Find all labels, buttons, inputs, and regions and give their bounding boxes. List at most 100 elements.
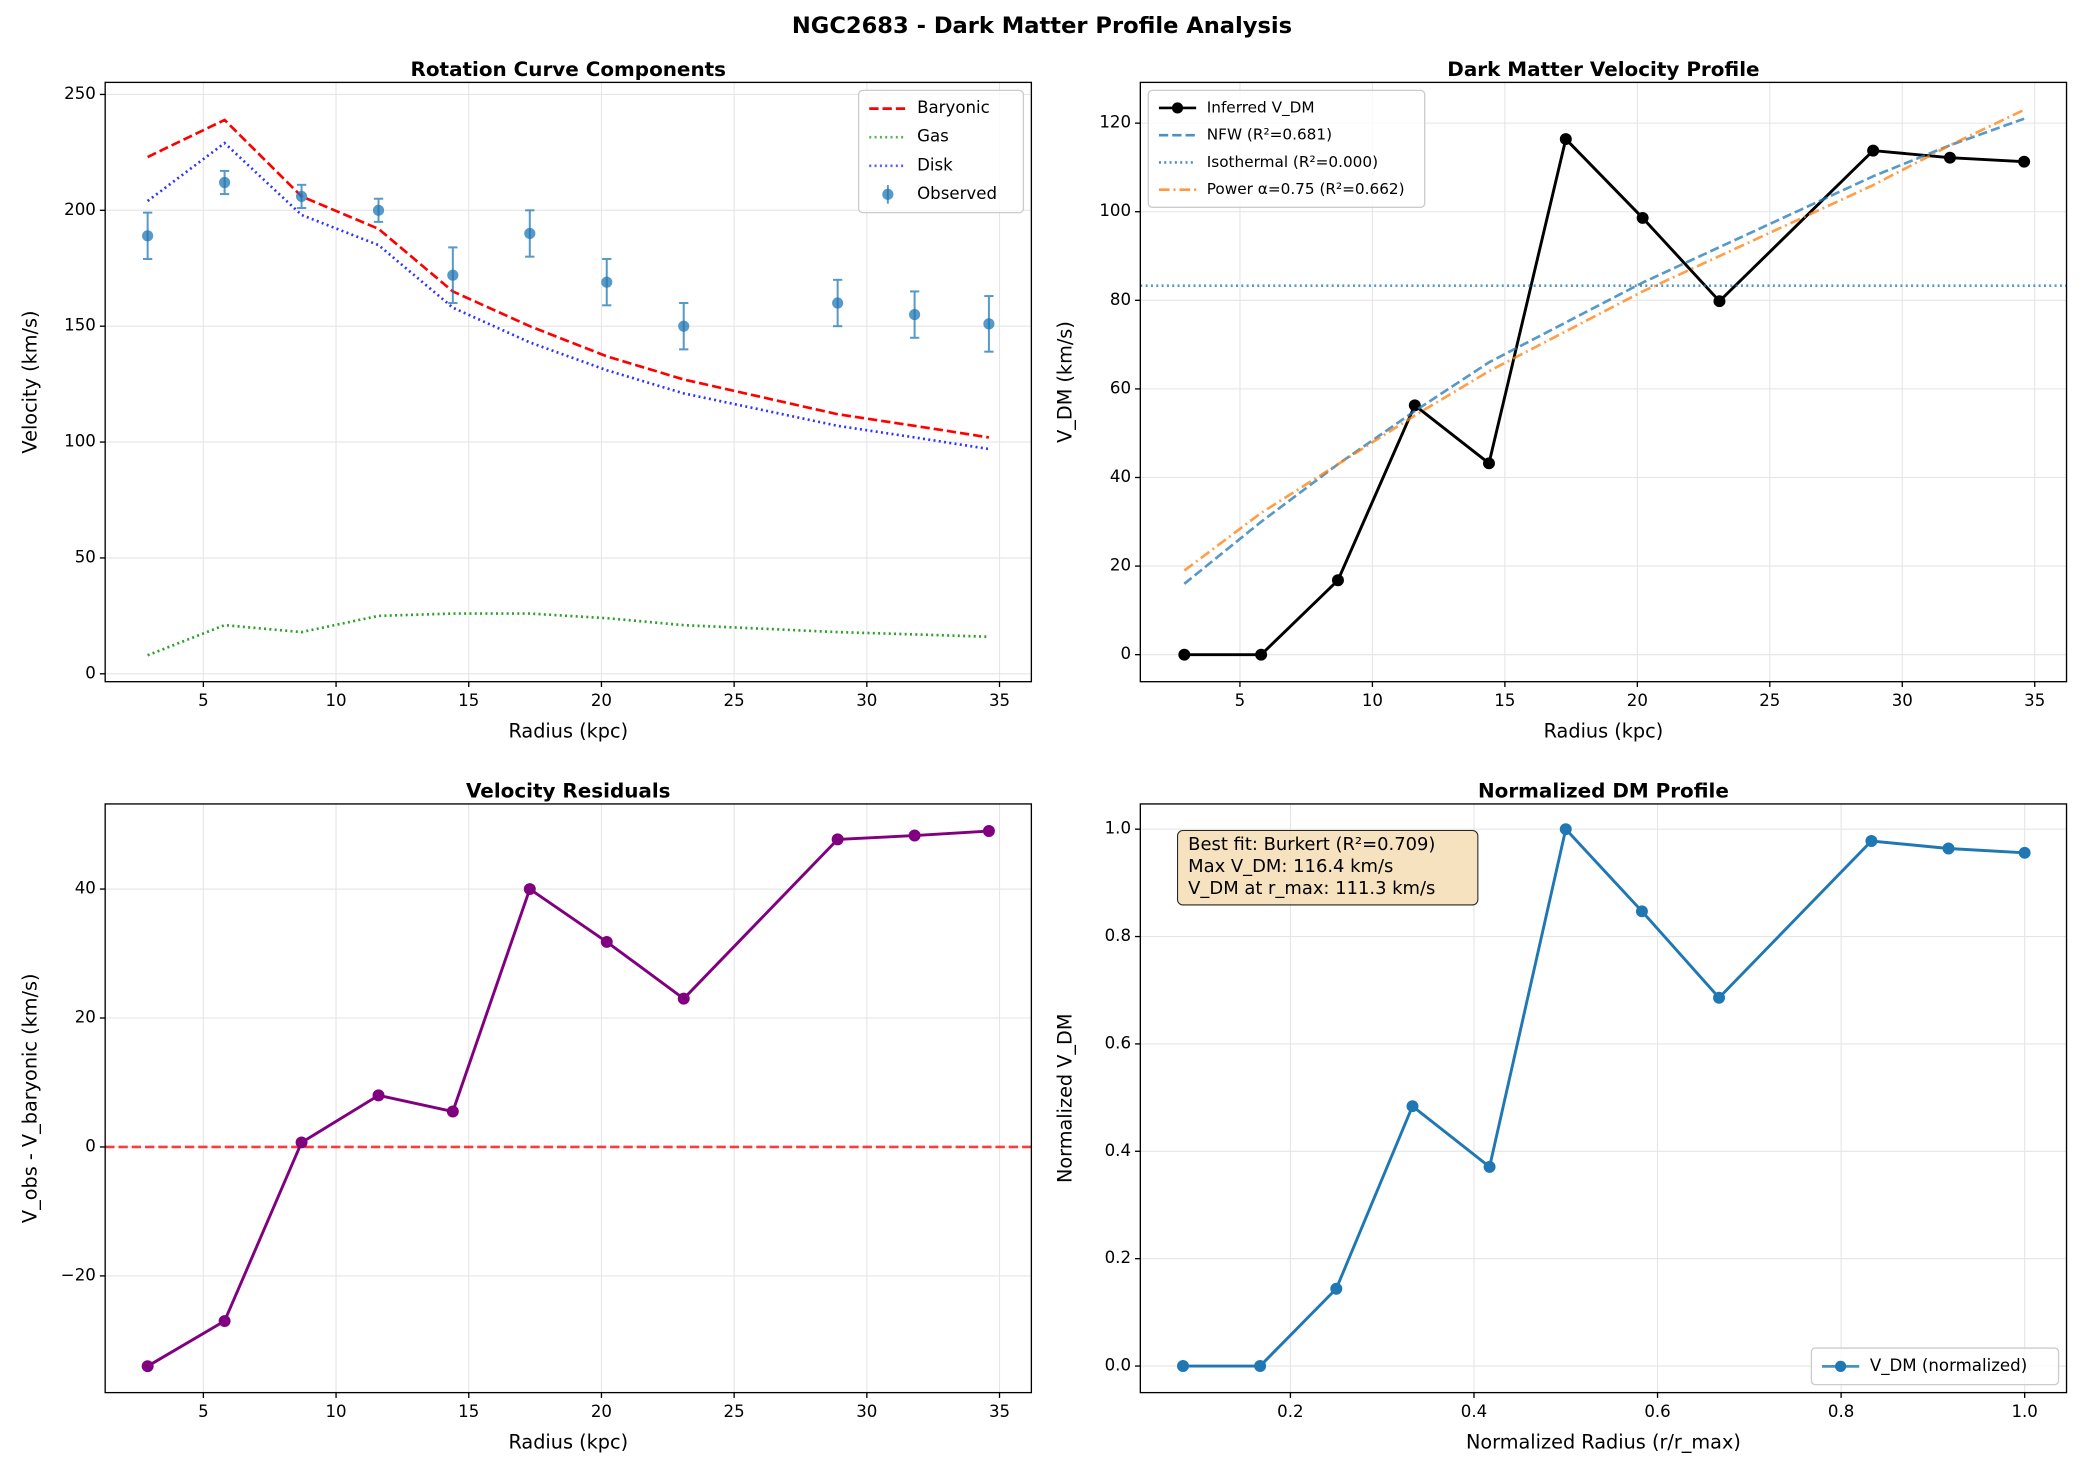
y-tick-label: 40 xyxy=(1110,467,1131,486)
marker xyxy=(1177,1360,1189,1373)
y-tick-label: 0.6 xyxy=(1105,1033,1131,1052)
marker xyxy=(1942,842,1955,855)
x-tick-label: 15 xyxy=(458,691,479,710)
marker xyxy=(1943,151,1956,164)
legend-label: Disk xyxy=(917,155,953,174)
y-tick-label: 0 xyxy=(85,1136,96,1155)
x-tick-label: 10 xyxy=(325,1402,346,1421)
y-tick-label: 120 xyxy=(1099,113,1131,132)
line xyxy=(147,118,990,439)
x-tick-label: 0.8 xyxy=(1828,1402,1854,1421)
marker xyxy=(983,318,995,330)
x-tick-label: 20 xyxy=(591,691,612,710)
y-tick-label: −20 xyxy=(61,1265,96,1284)
legend-label: Isothermal (R²=0.000) xyxy=(1207,153,1378,171)
line xyxy=(147,612,989,657)
y-tick-label: 200 xyxy=(64,200,96,219)
axes-title: Dark Matter Velocity Profile xyxy=(1447,58,1759,81)
marker xyxy=(677,992,690,1005)
annotation-box: Best fit: Burkert (R²=0.709)Max V_DM: 11… xyxy=(1177,829,1479,906)
marker xyxy=(446,1105,459,1118)
x-tick-label: 30 xyxy=(856,1402,877,1421)
x-tick-label: 35 xyxy=(989,1402,1010,1421)
x-axis-label: Radius (kpc) xyxy=(508,1431,628,1454)
x-tick-label: 25 xyxy=(724,691,745,710)
legend-label: Gas xyxy=(917,127,949,146)
line xyxy=(1183,117,2025,585)
legend-frame xyxy=(1147,89,1426,208)
legend-swatch xyxy=(882,188,894,200)
marker xyxy=(831,833,844,846)
y-axis-label: V_obs - V_baryonic (km/s) xyxy=(18,973,41,1223)
y-tick-label: 250 xyxy=(64,84,96,103)
marker xyxy=(1713,295,1726,308)
y-tick-label: 40 xyxy=(75,879,96,898)
x-tick-label: 25 xyxy=(724,1402,745,1421)
marker xyxy=(372,204,385,216)
x-tick-label: 5 xyxy=(198,1402,209,1421)
marker xyxy=(1406,1100,1419,1113)
legend-swatch xyxy=(1171,102,1184,114)
legend-label: NFW (R²=0.681) xyxy=(1207,126,1332,144)
marker xyxy=(2018,155,2031,168)
y-tick-label: 0 xyxy=(1120,644,1131,663)
x-tick-label: 20 xyxy=(1627,691,1648,710)
x-tick-label: 25 xyxy=(1759,691,1780,710)
marker xyxy=(1255,648,1268,661)
legend-label: Observed xyxy=(917,184,997,203)
axes-frame xyxy=(104,803,1033,1394)
x-tick-label: 0.2 xyxy=(1277,1402,1303,1421)
x-tick-label: 5 xyxy=(198,691,209,710)
marker xyxy=(524,227,536,240)
legend-label: Power α=0.75 (R²=0.662) xyxy=(1207,180,1405,198)
marker xyxy=(447,269,459,281)
y-tick-label: 60 xyxy=(1110,378,1131,397)
y-axis-label: V_DM (km/s) xyxy=(1053,321,1076,443)
marker xyxy=(1713,991,1726,1004)
x-axis-label: Normalized Radius (r/r_max) xyxy=(1466,1431,1741,1454)
legend: Baryonic Gas Disk Observed xyxy=(857,89,1025,214)
axes-title: Rotation Curve Components xyxy=(411,58,726,81)
marker xyxy=(1483,457,1495,470)
x-tick-label: 1.0 xyxy=(2011,1402,2037,1421)
x-tick-label: 30 xyxy=(856,691,877,710)
line xyxy=(146,141,990,451)
marker xyxy=(295,190,308,202)
marker xyxy=(1559,133,1572,146)
marker xyxy=(218,1315,231,1328)
marker xyxy=(1330,1282,1343,1295)
marker xyxy=(1483,1160,1496,1173)
x-tick-label: 5 xyxy=(1235,691,1246,710)
x-axis-label: Radius (kpc) xyxy=(508,720,628,743)
y-axis-label: Velocity (km/s) xyxy=(18,310,41,453)
marker xyxy=(372,1089,385,1102)
y-tick-label: 0 xyxy=(85,663,96,682)
y-tick-label: 100 xyxy=(1099,201,1131,220)
y-tick-label: 20 xyxy=(75,1008,96,1027)
x-tick-label: 30 xyxy=(1892,691,1913,710)
marker xyxy=(1635,905,1648,918)
y-tick-label: 0.8 xyxy=(1105,926,1131,945)
axes-frame xyxy=(104,81,1033,683)
y-tick-label: 0.0 xyxy=(1105,1356,1131,1375)
marker xyxy=(295,1136,308,1149)
legend-label: Baryonic xyxy=(917,98,990,117)
marker xyxy=(1331,574,1344,587)
axes-title: Normalized DM Profile xyxy=(1478,779,1729,802)
x-tick-label: 10 xyxy=(325,691,346,710)
marker xyxy=(982,825,995,838)
y-tick-label: 150 xyxy=(64,316,96,335)
marker xyxy=(909,309,921,321)
marker xyxy=(601,276,613,288)
x-axis-label: Radius (kpc) xyxy=(1544,720,1664,743)
marker xyxy=(1408,399,1421,412)
legend-label: V_DM (normalized) xyxy=(1870,1356,2027,1376)
marker xyxy=(832,297,844,309)
legend-swatch xyxy=(1835,1360,1847,1372)
x-tick-label: 0.4 xyxy=(1461,1402,1487,1421)
marker xyxy=(1559,823,1572,836)
x-tick-label: 10 xyxy=(1362,691,1383,710)
annotation-text: V_DM at r_max: 111.3 km/s xyxy=(1188,878,1435,899)
x-tick-label: 20 xyxy=(591,1402,612,1421)
